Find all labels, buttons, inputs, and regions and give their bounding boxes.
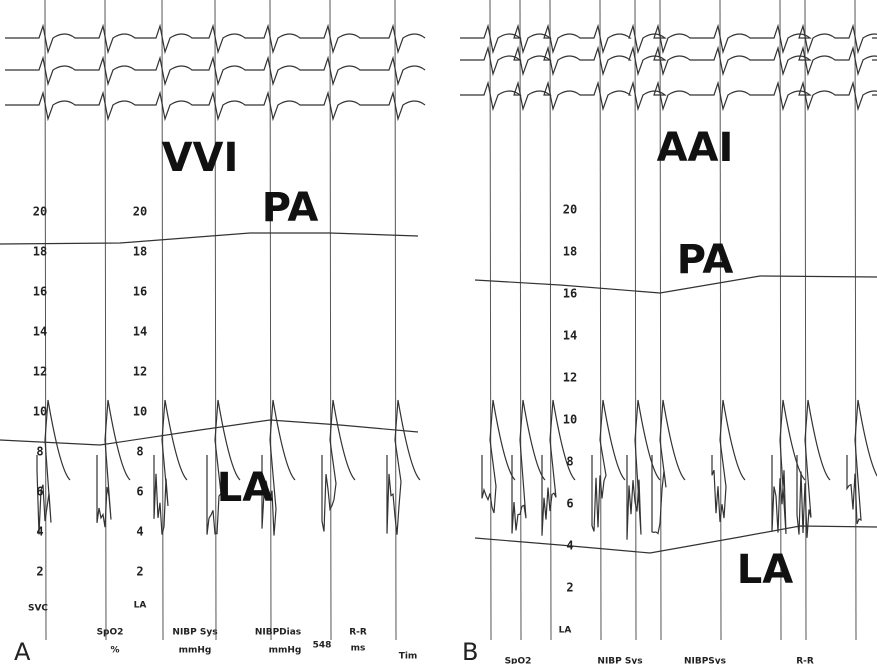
pressure-wave [261,399,296,536]
pressure-wave [796,399,831,538]
footer-label: NIBP Sys [597,657,642,664]
scale-label: 2 [566,581,573,595]
scale-label: 4 [36,525,43,539]
panel-label: B [462,638,478,664]
pacing-spike [854,0,857,641]
la-label: LA [217,465,273,511]
pa-curve [474,275,877,294]
panel-label: A [14,638,31,664]
scale-label: 2 [36,565,43,579]
pa-curve [0,232,419,245]
pacing-spike [599,0,602,641]
scale-label: 18 [33,245,47,259]
ecg-trace [5,55,426,87]
ecg-trace [5,90,426,122]
scale-label: 10 [133,405,147,419]
pressure-wave [96,399,131,528]
channel-label: LA [559,626,572,636]
pacing-spike [804,0,807,641]
footer-label: % [110,646,119,656]
channel-label: SVC [28,604,48,614]
pressure-wave [321,399,356,532]
scale-label: 20 [133,205,147,219]
footer-label: 548 [313,641,332,651]
footer-label: NIBPSys [684,657,726,664]
scale-label: 16 [563,287,577,301]
panel-gap [435,0,455,664]
scale-label: 10 [563,413,577,427]
scale-label: 2 [136,565,143,579]
scale-label: 18 [133,245,147,259]
pa-label: PA [677,237,734,283]
scale-label: 12 [563,371,577,385]
scale-label: 14 [563,329,577,343]
ecg-trace [460,45,877,77]
scale-label: 8 [136,445,143,459]
pressure-wave [206,399,241,535]
scale-label: 6 [136,485,143,499]
scale-label: 12 [33,365,47,379]
scale-label: 4 [566,539,573,553]
pacing-spike [549,0,552,641]
pacing-spike [489,0,492,641]
pa-label: PA [262,185,319,231]
scale-label: 16 [33,285,47,299]
scale-label: 4 [136,525,143,539]
scale-label: 12 [133,365,147,379]
pressure-wave [711,399,746,522]
scale-label: 10 [33,405,47,419]
pacing-spike [719,0,722,641]
footer-label: R-R [349,628,367,638]
footer-label: NIBP Sys [172,628,217,638]
scale-label: 8 [566,455,573,469]
scale-label: 20 [563,203,577,217]
scale-label: 6 [36,485,43,499]
footer-label: ms [351,644,366,654]
ecg-trace [5,23,426,55]
scale-label: 14 [33,325,47,339]
channel-label: LA [134,601,147,611]
scale-label: 8 [36,445,43,459]
pressure-wave [481,399,516,514]
ecg-trace [460,80,877,112]
scale-label: 16 [133,285,147,299]
footer-label: R-R [796,657,814,664]
footer-label: mmHg [269,646,302,656]
mode-label: AAI [657,125,734,171]
footer-label: mmHg [179,646,212,656]
pressure-wave [626,399,661,540]
la-curve [0,419,419,446]
footer-label: SpO2 [505,657,532,664]
pressure-wave [511,399,546,534]
pacing-spike [634,0,637,641]
pacing-spike [519,0,522,641]
la-label: LA [737,547,793,593]
pacing-spike [659,0,662,641]
pressure-wave [386,399,421,535]
pressure-wave [36,399,71,535]
mode-label: VVI [162,135,239,181]
pressure-wave [651,399,686,535]
la-curve [474,525,877,554]
scale-label: 14 [133,325,147,339]
footer-label: SpO2 [97,628,124,638]
scale-label: 18 [563,245,577,259]
pressure-wave [771,399,806,534]
pressure-wave [153,399,188,535]
scale-label: 6 [566,497,573,511]
pressure-wave [541,399,576,536]
ecg-trace [460,23,877,55]
pressure-wave [591,399,626,532]
footer-label: NIBPDias [255,628,301,638]
scale-label: 20 [33,205,47,219]
footer-label: Tim [399,652,418,662]
pacing-spike [779,0,782,641]
pressure-wave [846,399,877,525]
